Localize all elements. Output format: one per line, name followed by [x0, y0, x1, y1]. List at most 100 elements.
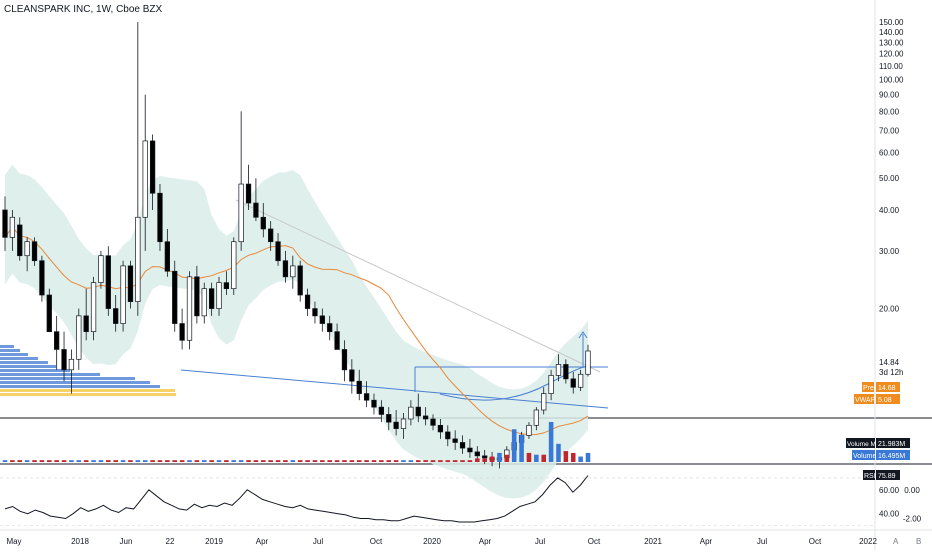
volume-bar: [364, 460, 369, 462]
volume-bar: [438, 460, 443, 462]
time-tick-label: 2020: [423, 537, 441, 546]
candle-body: [90, 282, 97, 333]
candle-body: [39, 260, 45, 296]
candle-body: [68, 358, 75, 371]
volume-bar: [297, 460, 303, 462]
pre-value-bg: [876, 382, 900, 392]
candle-body: [400, 418, 407, 429]
vol-ma-value-bg: [876, 438, 910, 448]
vwap-line: [4, 226, 589, 436]
volume-bar: [290, 460, 296, 462]
volume-bar: [415, 460, 421, 462]
candle-body: [363, 393, 370, 401]
volume-bar: [482, 458, 487, 462]
candle-body: [98, 255, 104, 283]
candle-body: [341, 349, 348, 371]
countdown-label: 3d 12h: [879, 368, 903, 377]
time-tick-label: 22: [166, 537, 175, 546]
price-tick-label: 30.00: [879, 247, 900, 256]
candle-body: [408, 406, 414, 420]
volume-bar: [585, 452, 591, 462]
pre-value: 14.68: [878, 385, 896, 392]
price-tick-label: 90.00: [879, 91, 900, 100]
vol-value-bg: [876, 450, 910, 460]
volume-bar: [201, 460, 207, 462]
candle-body: [415, 406, 421, 417]
candle-body: [245, 183, 252, 204]
candle-body: [555, 364, 562, 376]
price-tick-label: 100.00: [879, 76, 904, 85]
time-tick-label: Oct: [588, 537, 601, 546]
vol-ma-badge-bg: [846, 438, 875, 448]
volume-bar: [334, 460, 340, 462]
time-tick-label: Apr: [700, 537, 713, 546]
candle-body: [164, 241, 170, 272]
price-tick-label: 140.00: [879, 28, 904, 37]
candle-body: [142, 140, 148, 218]
rsi-right-tick: 0.00: [904, 486, 920, 495]
profile-bar: [0, 349, 20, 352]
volume-bar: [216, 460, 222, 462]
rsi-tick-label: 40.00: [879, 510, 900, 519]
time-tick-label: Jul: [535, 537, 545, 546]
candle-body: [290, 265, 296, 278]
volume-bar: [24, 460, 30, 462]
volume-bar: [157, 460, 163, 462]
pane-button-b: B: [916, 537, 921, 546]
profile-bar: [0, 381, 150, 384]
profile-bar: [0, 393, 176, 396]
volume-bar: [10, 460, 15, 462]
candle-body: [238, 183, 244, 243]
candle-body: [393, 421, 399, 429]
lower-trendline: [180, 369, 609, 409]
volume-bar: [83, 460, 89, 462]
candle-body: [253, 202, 259, 218]
candle-body: [201, 288, 207, 317]
candle-body: [179, 323, 185, 341]
volume-bar: [563, 451, 569, 462]
candle-body: [231, 241, 237, 290]
vol-value: 16.495M: [878, 453, 905, 460]
volume-bar: [261, 460, 266, 462]
volume-bar: [526, 452, 532, 462]
candle-body: [349, 369, 355, 382]
volume-bar: [541, 454, 547, 462]
cloud-band: [5, 164, 588, 499]
drawing-lines[interactable]: [180, 199, 609, 409]
time-tick-label: May: [6, 537, 21, 546]
volume-bar: [460, 460, 465, 462]
price-tick-label: 50.00: [879, 174, 900, 183]
time-tick-label: Jul: [757, 537, 767, 546]
time-tick-label: Apr: [479, 537, 492, 546]
volume-bar: [275, 460, 281, 462]
volume-bar: [187, 460, 192, 462]
candle-body: [2, 209, 8, 238]
volume-bar: [120, 460, 126, 462]
vwap-badge-label: VWAP: [855, 397, 876, 404]
time-tick-label: 2021: [644, 537, 662, 546]
vwap-badge-bg: [854, 394, 874, 404]
volume-bar: [452, 460, 458, 462]
last-price-label: 14.84: [879, 358, 900, 367]
vwap-value-bg: [876, 394, 900, 404]
rsi-line: [4, 475, 589, 523]
target-arrow-head: [578, 331, 588, 339]
volume-bar: [69, 460, 74, 462]
rsi-value: 75.89: [878, 473, 896, 480]
time-tick-label: Oct: [809, 537, 822, 546]
candle-body: [474, 451, 480, 457]
rsi-tick-label: 60.00: [879, 486, 900, 495]
candle-body: [46, 294, 52, 333]
candle-body: [172, 270, 178, 324]
candle-body: [282, 260, 289, 278]
candle-body: [459, 442, 466, 449]
volume-bar: [578, 456, 583, 462]
volume-bar: [305, 460, 310, 462]
volume-bar: [98, 460, 104, 462]
candle-body: [61, 349, 67, 371]
volume-bar: [408, 460, 414, 462]
volume-bar: [46, 460, 52, 462]
